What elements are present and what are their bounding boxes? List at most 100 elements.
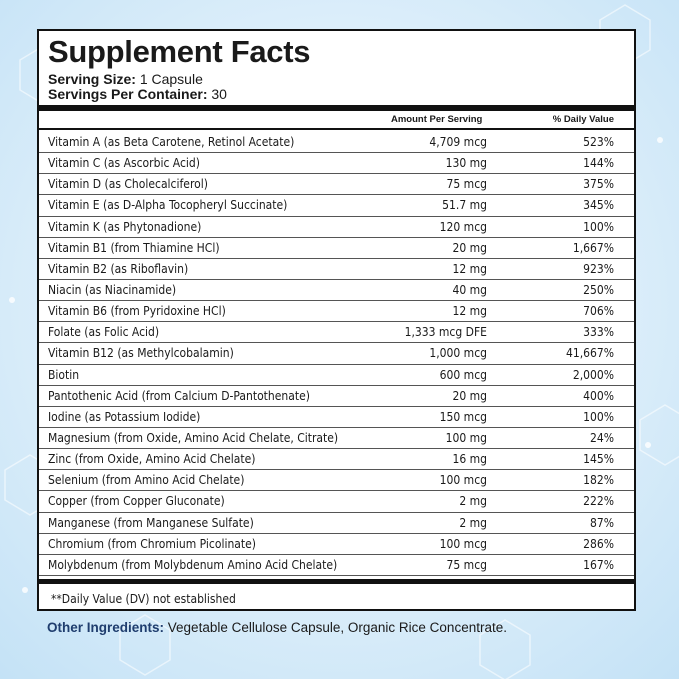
nutrient-name: Vitamin D (as Cholecalciferol) (48, 177, 208, 192)
nutrient-name: Vitamin B6 (from Pyridoxine HCl) (48, 304, 226, 319)
footnote: **Daily Value (DV) not established (51, 592, 236, 606)
nutrient-amount: 75 mcg (446, 557, 487, 572)
nutrient-name: Molybdenum (from Molybdenum Amino Acid C… (48, 557, 338, 572)
column-header-amount: Amount Per Serving (391, 114, 483, 125)
nutrient-name: Copper (from Copper Gluconate) (48, 494, 225, 509)
table-row: Selenium (from Amino Acid Chelate) 100 mc… (39, 470, 634, 492)
table-row: Vitamin B6 (from Pyridoxine HCl) 12 mg 706… (39, 301, 634, 323)
nutrient-name: Vitamin B2 (as Riboflavin) (48, 261, 189, 276)
nutrient-name: Selenium (from Amino Acid Chelate) (48, 473, 245, 488)
nutrient-name: Chromium (from Chromium Picolinate) (48, 536, 256, 551)
table-row: Magnesium (from Oxide, Amino Acid Chelat… (39, 428, 634, 450)
table-row: Iodine (as Potassium Iodide) 150 mcg 100% (39, 407, 634, 428)
serving-size: Serving Size: 1 Capsule (48, 71, 203, 87)
nutrient-amount: 12 mg (452, 304, 487, 319)
serving-size-value: 1 Capsule (139, 71, 203, 87)
table-row: Vitamin B1 (from Thiamine HCl) 20 mg 1,667… (39, 238, 634, 259)
servings-value: 30 (211, 86, 227, 102)
nutrient-amount: 75 mcg (446, 177, 487, 192)
nutrient-daily-value: 2,000% (572, 367, 614, 382)
nutrient-daily-value: 87% (590, 515, 614, 530)
table-row: Pantothenic Acid (from Calcium D-Pantoth… (39, 386, 634, 407)
nutrient-amount: 100 mg (445, 430, 487, 445)
page-title: Supplement Facts (48, 34, 311, 69)
table-row: Zinc (from Oxide, Amino Acid Chelate) 16 … (39, 449, 634, 471)
table-row: Vitamin A (as Beta Carotene, Retinol Ace… (39, 132, 634, 154)
nutrient-daily-value: 41,667% (565, 346, 614, 361)
table-row: Vitamin K (as Phytonadione) 120 mcg 100% (39, 217, 634, 238)
nutrient-amount: 40 mg (452, 282, 487, 297)
table-row: Manganese (from Manganese Sulfate) 2 mg 87… (39, 513, 634, 534)
nutrient-name: Vitamin B1 (from Thiamine HCl) (48, 240, 220, 255)
nutrient-name: Folate (as Folic Acid) (48, 325, 160, 340)
nutrient-daily-value: 144% (583, 156, 614, 171)
table-row: Niacin (as Niacinamide) 40 mg 250% (39, 280, 634, 302)
nutrient-name: Manganese (from Manganese Sulfate) (48, 515, 254, 530)
nutrient-name: Pantothenic Acid (from Calcium D-Pantoth… (48, 388, 310, 403)
other-ingredients: Other Ingredients: Vegetable Cellulose C… (47, 620, 507, 635)
table-row: Vitamin B2 (as Riboflavin) 12 mg 923% (39, 259, 634, 280)
nutrient-name: Biotin (48, 367, 80, 382)
table-row: Vitamin C (as Ascorbic Acid) 130 mg 144% (39, 153, 634, 175)
table-row: Vitamin B12 (as Methylcobalamin) 1,000 mc… (39, 343, 634, 365)
servings-per-container: Servings Per Container: 30 (48, 86, 227, 102)
nutrient-daily-value: 100% (583, 219, 614, 234)
table-row: Chromium (from Chromium Picolinate) 100 m… (39, 534, 634, 555)
nutrient-daily-value: 375% (583, 177, 614, 192)
nutrient-daily-value: 706% (583, 304, 614, 319)
nutrient-daily-value: 286% (583, 536, 614, 551)
nutrient-amount: 20 mg (452, 388, 487, 403)
nutrient-daily-value: 250% (583, 282, 614, 297)
servings-label: Servings Per Container: (48, 86, 208, 102)
nutrient-amount: 16 mg (452, 452, 487, 467)
supplement-facts-panel: Supplement Facts Serving Size: 1 Capsule… (37, 29, 636, 611)
column-header-dv: % Daily Value (552, 114, 614, 125)
nutrient-amount: 130 mg (445, 156, 487, 171)
nutrient-amount: 51.7 mg (442, 198, 487, 213)
nutrient-name: Niacin (as Niacinamide) (48, 282, 177, 297)
nutrient-name: Vitamin C (as Ascorbic Acid) (48, 156, 200, 171)
table-row: Vitamin D (as Cholecalciferol) 75 mcg 375% (39, 174, 634, 196)
nutrient-amount: 4,709 mcg (429, 135, 487, 149)
nutrient-amount: 20 mg (452, 240, 487, 255)
nutrient-daily-value: 345% (583, 198, 614, 213)
nutrient-name: Magnesium (from Oxide, Amino Acid Chelat… (48, 430, 339, 445)
footnote-divider (39, 579, 634, 584)
nutrient-amount: 120 mcg (439, 219, 487, 234)
other-ingredients-value: Vegetable Cellulose Capsule, Organic Ric… (167, 620, 507, 635)
nutrient-name: Vitamin A (as Beta Carotene, Retinol Ace… (48, 135, 295, 149)
nutrient-daily-value: 523% (583, 135, 614, 149)
table-row: Molybdenum (from Molybdenum Amino Acid C… (39, 555, 634, 576)
nutrient-daily-value: 333% (583, 325, 614, 340)
nutrient-name: Vitamin B12 (as Methylcobalamin) (48, 346, 234, 361)
nutrient-daily-value: 923% (583, 261, 614, 276)
nutrient-amount: 12 mg (452, 261, 487, 276)
nutrient-daily-value: 167% (583, 557, 614, 572)
table-row: Folate (as Folic Acid) 1,333 mcg DFE 333% (39, 322, 634, 344)
nutrient-daily-value: 222% (583, 494, 614, 509)
nutrient-name: Vitamin E (as D-Alpha Tocopheryl Succina… (48, 198, 288, 213)
nutrient-amount: 1,000 mcg (429, 346, 487, 361)
nutrient-name: Vitamin K (as Phytonadione) (48, 219, 202, 234)
nutrient-amount: 100 mcg (439, 473, 487, 488)
nutrient-name: Iodine (as Potassium Iodide) (48, 409, 201, 424)
nutrient-table: Vitamin A (as Beta Carotene, Retinol Ace… (39, 132, 634, 576)
nutrient-daily-value: 400% (583, 388, 614, 403)
thick-divider (39, 105, 634, 111)
nutrient-daily-value: 100% (583, 409, 614, 424)
nutrient-daily-value: 145% (583, 452, 614, 467)
serving-size-label: Serving Size: (48, 71, 136, 87)
nutrient-daily-value: 182% (583, 473, 614, 488)
nutrient-daily-value: 24% (590, 430, 614, 445)
nutrient-amount: 150 mcg (439, 409, 487, 424)
header-divider (39, 128, 634, 130)
nutrient-amount: 2 mg (459, 494, 487, 509)
nutrient-daily-value: 1,667% (572, 240, 614, 255)
table-row: Copper (from Copper Gluconate) 2 mg 222% (39, 491, 634, 513)
table-row: Vitamin E (as D-Alpha Tocopheryl Succina… (39, 195, 634, 217)
other-ingredients-label: Other Ingredients: (47, 620, 165, 635)
nutrient-amount: 1,333 mcg DFE (404, 325, 487, 340)
nutrient-amount: 2 mg (459, 515, 487, 530)
table-row: Biotin 600 mcg 2,000% (39, 365, 634, 386)
nutrient-amount: 600 mcg (439, 367, 487, 382)
